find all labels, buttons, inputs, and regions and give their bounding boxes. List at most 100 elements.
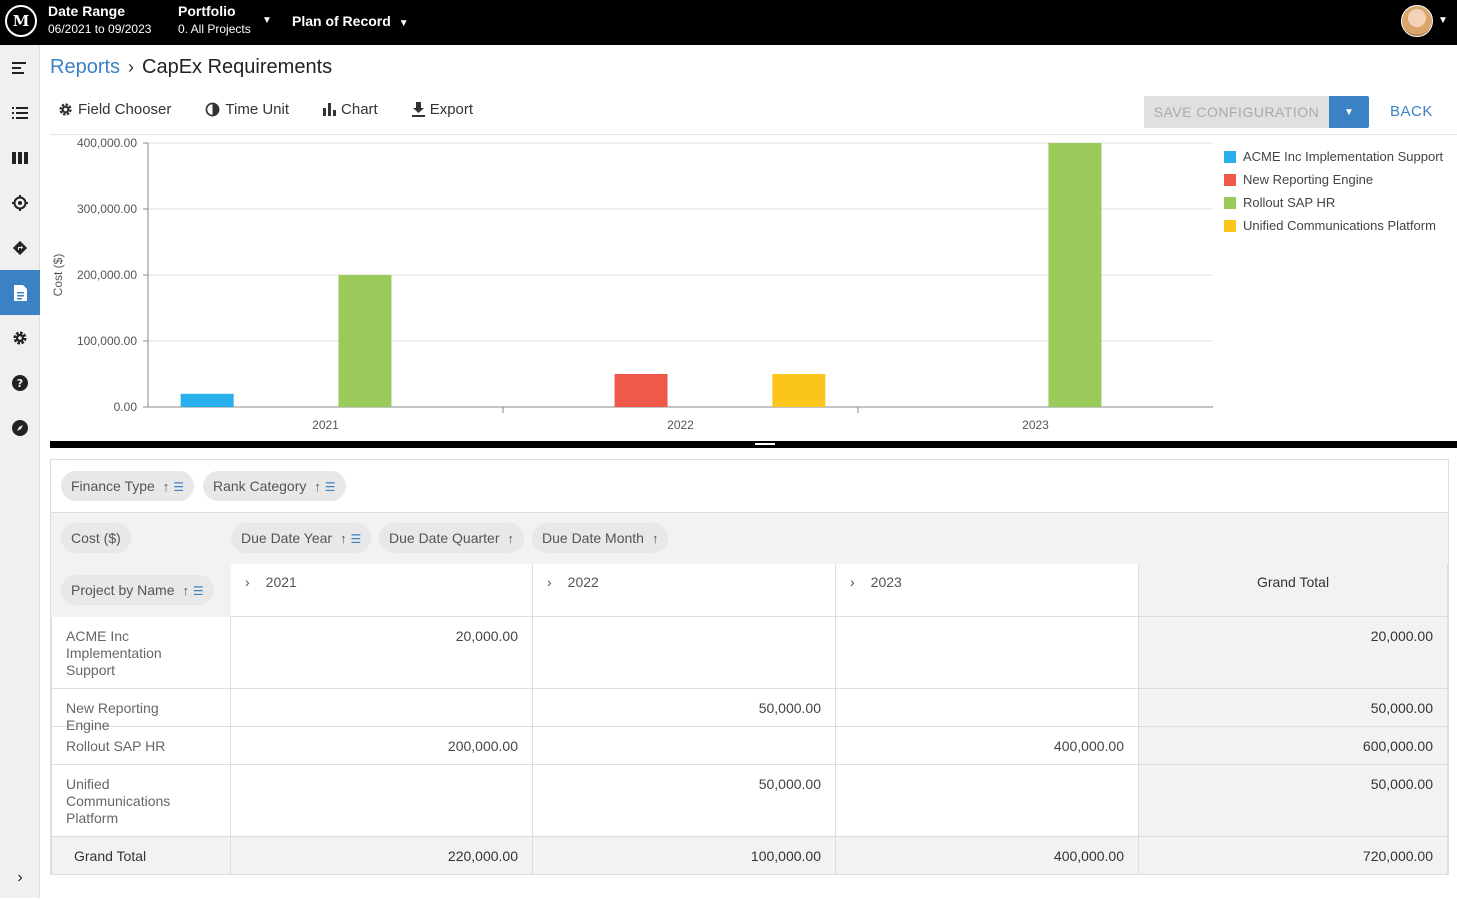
report-icon[interactable] (0, 270, 40, 315)
gear-icon (59, 103, 72, 116)
column-header-2021[interactable]: › 2021 (231, 564, 533, 617)
x-tick-label: 2023 (1022, 418, 1049, 432)
column-chip-due-date-quarter[interactable]: Due Date Quarter ↑ (379, 523, 524, 553)
column-chip-due-date-month[interactable]: Due Date Month ↑ (532, 523, 669, 553)
bar (614, 374, 668, 407)
sort-arrow-icon[interactable]: ↑ (314, 479, 321, 494)
chart-legend: ACME Inc Implementation Support New Repor… (1224, 145, 1443, 237)
value-cell (231, 765, 533, 837)
filter-icon[interactable]: ☰ (173, 480, 184, 494)
legend-item[interactable]: New Reporting Engine (1224, 168, 1443, 191)
row-header-project: New Reporting Engine (51, 689, 231, 733)
directions-icon[interactable] (0, 225, 40, 270)
column-header-2022[interactable]: › 2022 (533, 564, 836, 617)
value-cell: 400,000.00 (836, 727, 1139, 765)
row-header-project: Rollout SAP HR (51, 727, 231, 765)
bar (1048, 143, 1102, 407)
legend-item[interactable]: Unified Communications Platform (1224, 214, 1443, 237)
y-tick-label: 100,000.00 (77, 334, 137, 348)
capex-bar-chart: 0.00 100,000.00 200,000.00 300,000.00 400,00… (51, 136, 1213, 432)
expand-chevron-icon[interactable]: › (547, 574, 552, 590)
y-tick-label: 200,000.00 (77, 268, 137, 282)
sidebar: ? › (0, 45, 40, 898)
data-chip-cost[interactable]: Cost ($) (61, 523, 131, 553)
chart-button[interactable]: Chart (323, 101, 378, 118)
portfolio-selector[interactable]: Portfolio 0. All Projects (178, 3, 251, 38)
legend-label: New Reporting Engine (1243, 172, 1374, 187)
row-header-project: Unified Communications Platform (51, 765, 231, 837)
save-options-dropdown[interactable]: ▼ (1329, 96, 1369, 128)
plan-of-record-label: Plan of Record (292, 13, 391, 29)
bar (180, 393, 234, 407)
breadcrumb-separator-icon: › (128, 57, 135, 77)
divider-handle-icon[interactable] (755, 443, 775, 445)
legend-swatch (1224, 173, 1236, 186)
target-icon[interactable] (0, 180, 40, 225)
filter-chip-rank-category[interactable]: Rank Category ↑ ☰ (203, 471, 346, 501)
column-header-label: 2021 (265, 574, 297, 590)
user-avatar[interactable] (1401, 5, 1433, 37)
grand-total-cell: 720,000.00 (1139, 837, 1448, 875)
sort-arrow-icon[interactable]: ↑ (162, 479, 170, 494)
legend-label: ACME Inc Implementation Support (1243, 149, 1444, 164)
legend-swatch (1224, 196, 1236, 209)
portfolio-caret-icon[interactable]: ▼ (262, 15, 272, 26)
column-chip-due-date-year[interactable]: Due Date Year ↑ ☰ (231, 523, 372, 553)
list-icon[interactable] (0, 90, 40, 135)
legend-label: Rollout SAP HR (1243, 195, 1336, 210)
back-button[interactable]: BACK (1390, 103, 1433, 120)
sort-arrow-icon[interactable]: ↑ (507, 530, 515, 546)
legend-item[interactable]: Rollout SAP HR (1224, 191, 1443, 214)
report-toolbar: Field Chooser Time Unit Chart Export (58, 101, 473, 118)
save-configuration-button[interactable]: SAVE CONFIGURATION (1144, 96, 1329, 128)
sort-arrow-icon[interactable]: ↑ (340, 531, 347, 546)
sort-arrow-icon[interactable]: ↑ (182, 583, 189, 598)
plan-of-record-selector[interactable]: Plan of Record ▼ (292, 13, 409, 29)
menu-icon[interactable] (0, 45, 40, 90)
bar (772, 374, 826, 407)
chip-label: Cost ($) (71, 530, 121, 546)
download-icon (411, 102, 425, 117)
help-icon[interactable]: ? (0, 360, 40, 405)
logo-text: M (12, 12, 30, 30)
legend-swatch (1224, 219, 1236, 232)
filter-icon[interactable]: ☰ (192, 584, 204, 598)
chip-label: Project by Name (71, 582, 175, 598)
app-logo[interactable]: M (5, 5, 37, 37)
time-unit-button[interactable]: Time Unit (205, 101, 289, 118)
date-range-label: Date Range (48, 3, 126, 19)
column-header-2023[interactable]: › 2023 (836, 564, 1139, 617)
avatar-caret-icon[interactable]: ▼ (1438, 15, 1448, 26)
sort-arrow-icon[interactable]: ↑ (651, 530, 659, 546)
time-unit-label: Time Unit (225, 101, 290, 118)
expand-chevron-icon[interactable]: › (850, 574, 855, 590)
filter-icon[interactable]: ☰ (350, 532, 362, 546)
gear-icon[interactable] (0, 315, 40, 360)
filter-chip-finance-type[interactable]: Finance Type ↑ ☰ (61, 471, 194, 501)
row-chip-project-by-name[interactable]: Project by Name ↑ ☰ (61, 575, 214, 605)
caret-down-icon: ▼ (1344, 106, 1354, 118)
date-range-selector[interactable]: Date Range 06/2021 to 09/2023 (48, 3, 151, 38)
split-divider[interactable] (50, 441, 1457, 448)
legend-item[interactable]: ACME Inc Implementation Support (1224, 145, 1443, 168)
value-cell (836, 689, 1139, 727)
compass-icon[interactable] (0, 405, 40, 450)
chip-label: Due Date Quarter (389, 530, 500, 546)
expand-chevron-icon[interactable]: › (245, 574, 250, 590)
bar-chart-icon (323, 103, 337, 116)
breadcrumb-reports-link[interactable]: Reports (50, 56, 121, 78)
export-button[interactable]: Export (411, 101, 473, 118)
value-cell (836, 617, 1139, 689)
portfolio-label: Portfolio (178, 3, 236, 19)
portfolio-value: 0. All Projects (178, 22, 251, 36)
columns-icon[interactable] (0, 135, 40, 180)
field-chooser-button[interactable]: Field Chooser (58, 101, 171, 118)
column-header-label: 2022 (567, 574, 599, 590)
chevron-right-icon[interactable]: › (17, 868, 23, 886)
filter-icon[interactable]: ☰ (324, 480, 336, 494)
bar (338, 275, 392, 407)
chip-label: Due Date Month (542, 530, 644, 546)
value-cell (533, 617, 836, 689)
x-tick-label: 2021 (312, 418, 339, 432)
row-header-project: ACME Inc Implementation Support (51, 617, 231, 689)
